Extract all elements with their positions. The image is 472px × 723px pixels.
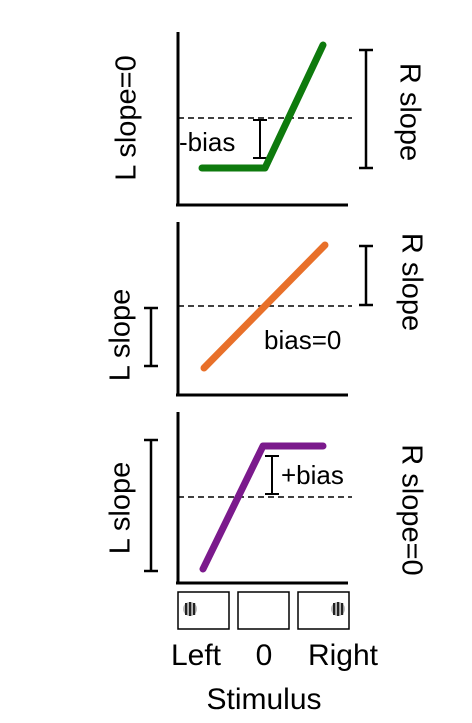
- right-slope-label-1: R slope: [393, 63, 425, 161]
- slope-bracket-right-2: [359, 244, 373, 307]
- stimulus-row: [177, 591, 350, 630]
- panel-orange: L slope R slope bias=0: [105, 222, 427, 397]
- zero-stimulus-box: [237, 591, 290, 630]
- bias-bracket-1: [253, 119, 267, 159]
- left-slope-label-3: L slope: [105, 462, 137, 554]
- slope-bracket-right-1: [359, 48, 373, 170]
- panel-purple: L slope R slope=0 +bias: [105, 412, 427, 585]
- grating-icon-left: [183, 602, 197, 616]
- slope-bracket-left-2: [144, 306, 158, 368]
- curve-green: [198, 41, 327, 172]
- left-slope-label-2: L slope: [105, 289, 137, 381]
- bias-label-2: bias=0: [264, 325, 341, 355]
- x-tick-zero: 0: [256, 639, 273, 672]
- x-tick-right: Right: [308, 639, 379, 672]
- curve-orange: [200, 241, 329, 372]
- slope-bracket-left-3: [144, 438, 158, 573]
- x-axis-label: Stimulus: [206, 683, 321, 716]
- right-slope-label-3: R slope=0: [395, 444, 427, 575]
- bias-bracket-3: [265, 455, 279, 495]
- grating-icon-right: [331, 602, 345, 616]
- bias-label-3: +bias: [281, 460, 344, 490]
- panel-green: L slope=0 R slope -bias: [111, 32, 425, 207]
- left-slope-label-1: L slope=0: [111, 55, 143, 181]
- curve-purple: [199, 442, 327, 573]
- bias-label-1: -bias: [179, 127, 235, 157]
- right-slope-label-2: R slope: [395, 233, 427, 331]
- x-tick-left: Left: [171, 639, 222, 672]
